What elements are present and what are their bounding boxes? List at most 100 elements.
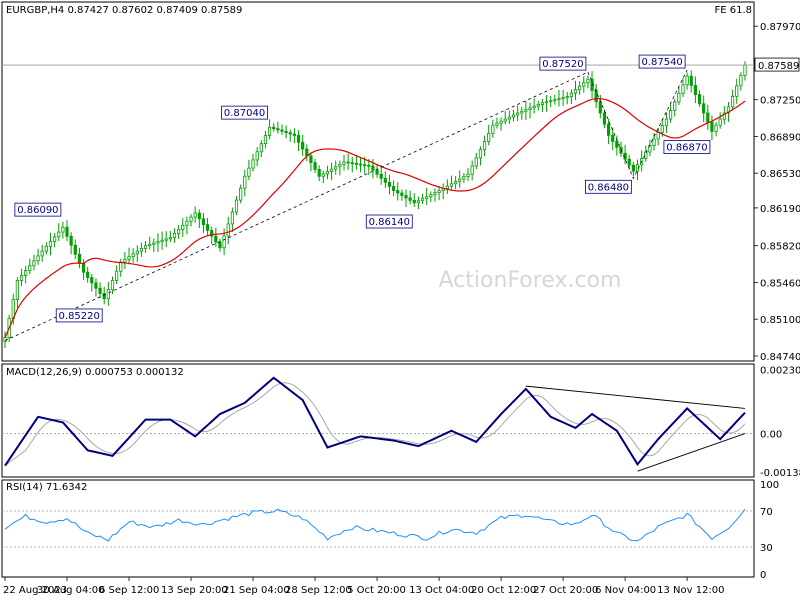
candle-body: [230, 211, 234, 225]
candle-body: [243, 175, 247, 189]
price-label-text: 0.87040: [224, 108, 265, 119]
candle-body: [400, 192, 404, 196]
candle-body: [507, 116, 511, 120]
macd-trendline: [637, 433, 746, 472]
candle-body: [681, 84, 685, 94]
price-label-box: [539, 56, 587, 71]
x-tick-label: 6 Sep 12:00: [99, 585, 159, 596]
candle-body: [412, 199, 416, 204]
candle-body: [511, 114, 516, 118]
price-label-box: [584, 179, 632, 194]
candle-body: [482, 141, 487, 151]
rsi-line: [4, 508, 746, 542]
rsi-panel-title: RSI(14) 71.6342: [6, 482, 87, 493]
candle-body: [660, 125, 664, 133]
candle-body: [272, 126, 276, 130]
candle-body: [214, 235, 218, 243]
rsi-tick-label: 100: [760, 480, 779, 491]
candle-body: [334, 166, 338, 170]
candle-body: [263, 135, 268, 144]
candle-body: [53, 236, 57, 243]
price-label-text: 0.87520: [542, 59, 583, 70]
candle-body: [77, 253, 82, 264]
candle-body: [495, 122, 499, 126]
candle-body: [557, 98, 561, 101]
candle-body: [247, 167, 251, 177]
candle-body: [532, 105, 536, 109]
candle-body: [94, 282, 98, 289]
candle-body: [131, 253, 135, 257]
candle-body: [590, 78, 594, 91]
candle-body: [123, 258, 127, 263]
candle-body: [98, 287, 102, 294]
candle-body: [168, 237, 172, 240]
macd-tick-label: -0.001386: [760, 468, 800, 479]
macd-line: [4, 376, 746, 467]
candle-body: [598, 101, 602, 114]
candle-body: [565, 96, 569, 99]
x-tick-label: 21 Sep 04:00: [223, 585, 290, 596]
candle-body: [292, 133, 296, 136]
candle-body: [466, 173, 470, 177]
candle-body: [342, 161, 346, 165]
axis-layer: 0.87970 0.87250 0.86890 0.86530 0.86190 0.858…: [3, 22, 800, 596]
price-tick-label: 0.85460: [760, 278, 800, 289]
x-tick-label: 5 Oct 20:00: [347, 585, 406, 596]
rsi-panel-frame: [1, 479, 755, 578]
price-label-box: [55, 308, 103, 323]
candle-body: [255, 151, 259, 161]
candle-body: [259, 143, 263, 153]
price-label-box: [638, 54, 686, 69]
candle-body: [631, 164, 635, 172]
candle-body: [86, 271, 90, 278]
candle-body: [392, 186, 396, 191]
candle-body: [15, 280, 20, 300]
candle-body: [420, 198, 425, 202]
candle-body: [358, 163, 363, 166]
candle-body: [239, 187, 243, 201]
zigzag-line: [587, 69, 688, 180]
candle-body: [251, 159, 255, 169]
candle-body: [516, 112, 520, 116]
candle-body: [189, 216, 193, 222]
candle-body: [644, 151, 648, 159]
candle-body: [143, 245, 148, 249]
candle-body: [24, 270, 28, 276]
fe-label: FE 61.8: [714, 5, 752, 16]
candle-body: [520, 110, 524, 114]
candle-body: [321, 173, 325, 177]
macd-trendline: [525, 385, 746, 409]
candle-body: [404, 195, 408, 199]
candle-body: [722, 112, 726, 120]
candle-body: [668, 110, 673, 120]
candle-body: [462, 176, 466, 180]
candle-body: [425, 196, 429, 200]
candle-body: [210, 229, 214, 237]
candle-body: [81, 262, 86, 273]
candle-body: [706, 112, 710, 123]
candle-body: [305, 148, 309, 157]
candle-body: [40, 250, 44, 257]
price-label-text: 0.87540: [641, 57, 682, 68]
rsi-tick-label: 70: [760, 507, 773, 518]
macd-tick-label: 0.002305: [760, 365, 800, 376]
candle-body: [73, 244, 77, 255]
macd-panel-title: MACD(12,26,9) 0.000753 0.000132: [6, 367, 184, 378]
candle-body: [205, 224, 210, 231]
candle-body: [354, 162, 358, 165]
price-label-text: 0.86090: [17, 205, 58, 216]
candle-body: [664, 118, 669, 127]
macd-tick-label: 0.00: [760, 430, 782, 441]
candle-body: [454, 180, 458, 185]
candle-body: [218, 241, 222, 249]
candle-body: [433, 192, 437, 196]
candle-body: [363, 164, 367, 167]
candle-body: [69, 235, 73, 246]
candle-body: [152, 242, 156, 245]
candle-body: [346, 161, 350, 164]
price-label-text: 0.86480: [588, 182, 629, 193]
last-price-label: 0.87589: [758, 61, 799, 72]
candle-body: [524, 109, 528, 112]
candle-body: [569, 92, 573, 98]
candle-body: [396, 190, 400, 194]
